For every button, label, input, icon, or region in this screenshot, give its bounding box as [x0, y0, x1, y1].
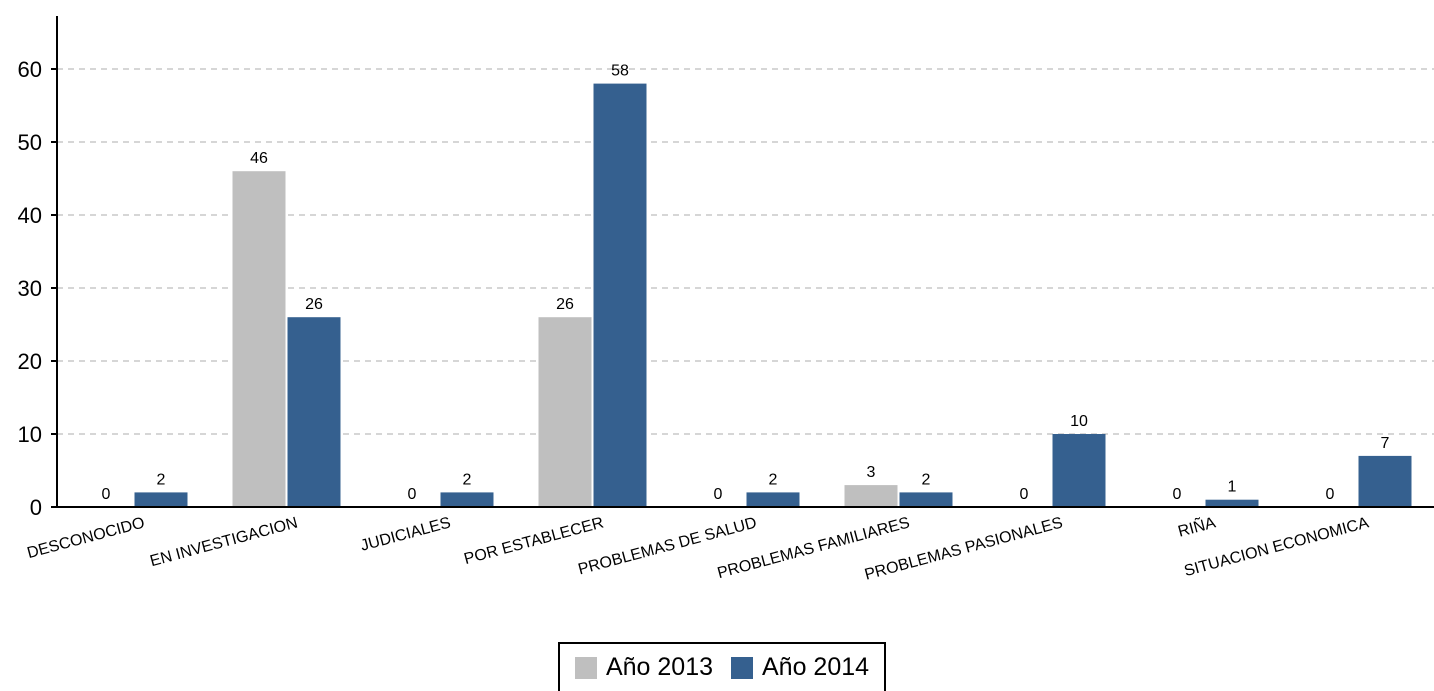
x-tick-label-en-investigacion: EN INVESTIGACION: [148, 514, 299, 570]
data-label-ano-2013-en-investigacion: 46: [250, 150, 268, 167]
y-tick-label-30: 30: [18, 276, 42, 301]
data-label-ano-2013-rina: 0: [1173, 486, 1182, 503]
legend: Año 2013 Año 2014: [558, 642, 886, 691]
data-label-ano-2014-desconocido: 2: [157, 471, 166, 488]
y-tick-label-10: 10: [18, 422, 42, 447]
bars: [134, 83, 1412, 507]
category-labels: DESCONOCIDO EN INVESTIGACION JUDICIALES POR…: [25, 511, 1371, 583]
legend-label-2014: Año 2014: [762, 653, 870, 681]
y-tick-label-40: 40: [18, 203, 42, 228]
data-label-ano-2013-desconocido: 0: [102, 486, 111, 503]
data-label-ano-2014-situacion-economica: 7: [1381, 435, 1390, 452]
data-label-ano-2013-por-establecer: 26: [556, 296, 574, 313]
data-label-ano-2014-rina: 1: [1228, 479, 1237, 496]
data-label-ano-2013-problemas-familiares: 3: [867, 464, 876, 481]
bar-ano-2014-en-investigacion: [287, 317, 341, 507]
data-label-ano-2014-problemas-de-salud: 2: [769, 471, 778, 488]
bar-ano-2014-problemas-de-salud: [746, 492, 800, 507]
bar-ano-2014-problemas-familiares: [899, 492, 953, 507]
legend-item-2013: Año 2013: [574, 653, 713, 682]
data-label-ano-2014-por-establecer: 58: [611, 63, 629, 80]
data-label-ano-2013-situacion-economica: 0: [1326, 486, 1335, 503]
x-tick-label-judiciales: JUDICIALES: [359, 514, 453, 554]
bar-ano-2014-judiciales: [440, 492, 494, 507]
y-tick-label-50: 50: [18, 130, 42, 155]
y-tick-label-60: 60: [18, 57, 42, 82]
bar-ano-2014-desconocido: [134, 492, 188, 507]
y-tick-label-20: 20: [18, 349, 42, 374]
data-label-ano-2013-problemas-de-salud: 0: [714, 486, 723, 503]
bar-ano-2013-problemas-familiares: [844, 485, 898, 507]
y-axis-ticks: 0 10 20 30 40 50 60: [18, 57, 57, 520]
data-label-ano-2014-judiciales: 2: [463, 471, 472, 488]
bar-ano-2014-situacion-economica: [1358, 455, 1412, 507]
legend-swatch-2013: [574, 656, 597, 679]
legend-label-2013: Año 2013: [605, 653, 713, 681]
x-tick-label-rina: RIÑA: [1175, 511, 1217, 540]
data-label-ano-2013-judiciales: 0: [408, 486, 417, 503]
legend-swatch-2014: [731, 656, 753, 679]
x-tick-label-desconocido: DESCONOCIDO: [25, 514, 146, 562]
bar-ano-2013-por-establecer: [538, 317, 592, 507]
y-tick-label-0: 0: [30, 495, 42, 520]
data-label-ano-2014-problemas-familiares: 2: [922, 471, 931, 488]
bar-ano-2014-problemas-pasionales: [1052, 434, 1106, 507]
bar-ano-2013-en-investigacion: [232, 171, 286, 507]
bar-ano-2014-por-establecer: [593, 83, 647, 507]
data-label-ano-2014-problemas-pasionales: 10: [1070, 413, 1088, 430]
legend-item-2014: Año 2014: [731, 653, 869, 682]
bar-ano-2014-rina: [1205, 499, 1259, 507]
data-label-ano-2014-en-investigacion: 26: [305, 296, 323, 313]
data-label-ano-2013-problemas-pasionales: 0: [1020, 486, 1029, 503]
